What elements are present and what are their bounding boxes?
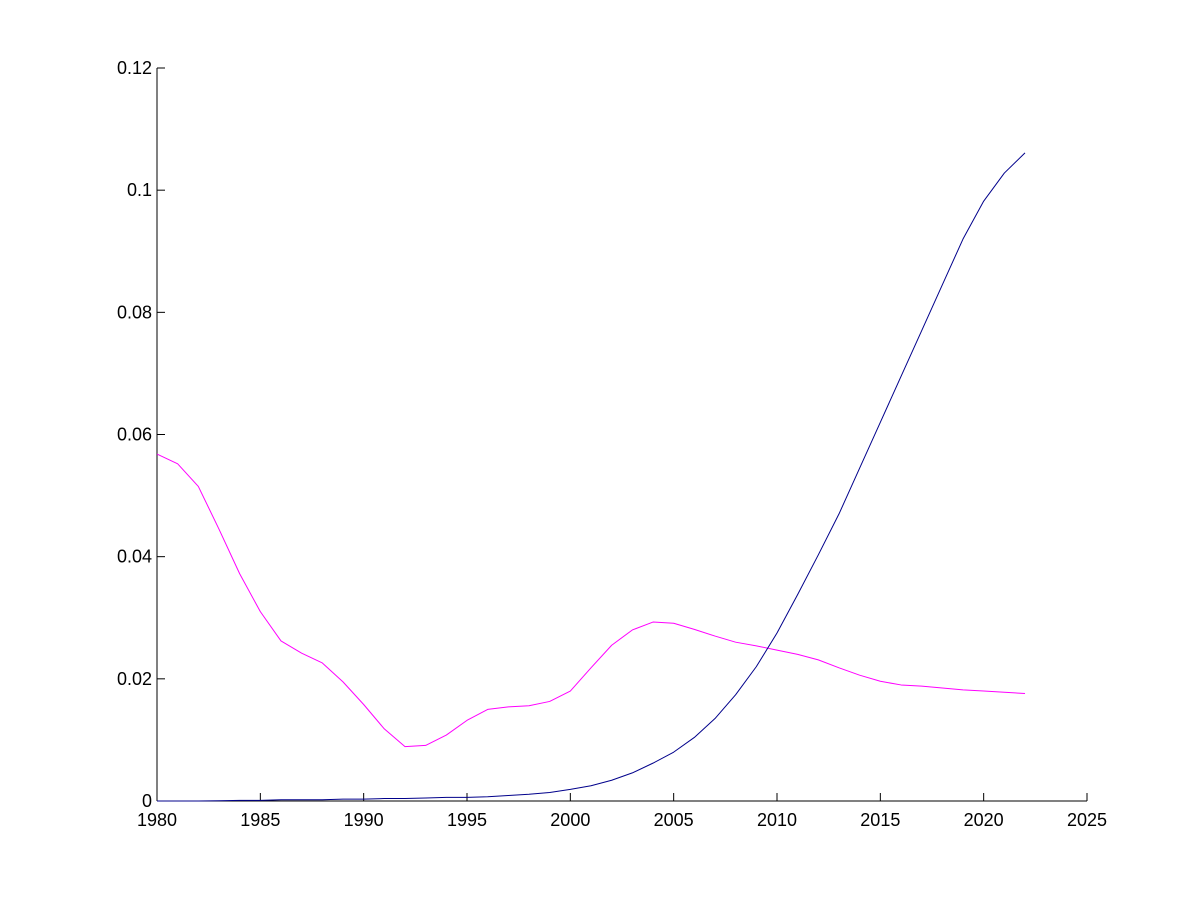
y-tick-label: 0	[142, 791, 152, 811]
x-tick-label: 2000	[550, 810, 590, 830]
series-group	[156, 152, 1026, 802]
x-tick-label: 1985	[240, 810, 280, 830]
y-tick-label: 0.06	[117, 425, 152, 445]
y-tick-label: 0.12	[117, 58, 152, 78]
x-tick-label: 2010	[757, 810, 797, 830]
x-tick-label: 2005	[654, 810, 694, 830]
y-tick-label: 0.02	[117, 669, 152, 689]
x-tick-label: 1995	[447, 810, 487, 830]
x-tick-label: 1980	[137, 810, 177, 830]
y-tick-label: 0.08	[117, 302, 152, 322]
x-tick-label: 1990	[344, 810, 384, 830]
series-line-2	[157, 152, 1026, 802]
x-tick-label: 2015	[860, 810, 900, 830]
y-tick-label: 0.1	[127, 180, 152, 200]
x-tick-label: 2020	[964, 810, 1004, 830]
axes: 1980 1985 1990 1995 2000 2005 2010 2015 2020 2025…	[117, 58, 1107, 830]
series-line-1	[156, 453, 1026, 748]
y-tick-label: 0.04	[117, 547, 152, 567]
x-tick-label: 2025	[1067, 810, 1107, 830]
